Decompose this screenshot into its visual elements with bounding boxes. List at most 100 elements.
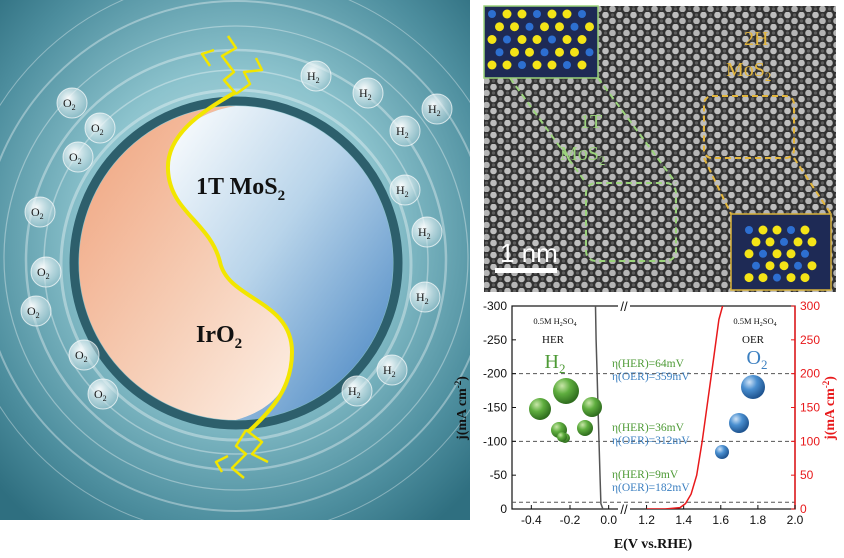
right-tick-label: 150 (800, 401, 820, 415)
her-overpotential-label: η(HER)=64mV (612, 358, 685, 370)
oer-overpotential-label: η(OER)=359mV (612, 371, 690, 383)
s-atom (779, 261, 789, 271)
s-atom (758, 273, 768, 283)
axis-break-mask (618, 301, 630, 311)
mo-atom (773, 273, 781, 282)
h2-bubble: H2 (421, 93, 453, 125)
her-overpotential-label: η(HER)=9mV (612, 469, 679, 481)
left-tick-label: 0 (500, 502, 507, 516)
mo-atom (787, 226, 795, 234)
s-atom (793, 237, 803, 247)
o2-bubble: O2 (56, 87, 88, 119)
h2-gas-ball (582, 397, 602, 417)
mo-atom (801, 249, 809, 258)
right-tick-label: 250 (800, 333, 820, 347)
x-tick-label: 1.4 (675, 513, 692, 527)
h2-bubble: H2 (409, 281, 441, 313)
h2-gas-ball (553, 378, 579, 404)
svg-text:O2: O2 (31, 205, 44, 221)
right-tick-label: 50 (800, 468, 814, 482)
o2-bubble: O2 (87, 378, 119, 410)
tem-panel: 2H MoS2 1T MoS2 1 nm (483, 5, 836, 292)
o2-gas-ball (729, 413, 749, 433)
label-1t-mos2-tem: 1T MoS2 (560, 111, 607, 168)
axis-break-marker: // (620, 299, 628, 314)
o2-bubble: O2 (68, 339, 100, 371)
h2-bubble: H2 (352, 77, 384, 109)
s-atom (532, 60, 542, 70)
inset-2h-structure (730, 213, 832, 291)
left-tick-label: -250 (483, 333, 507, 347)
s-atom (502, 9, 512, 19)
svg-text:O2: O2 (94, 387, 107, 403)
axis-break-mask (618, 504, 630, 514)
svg-text:H2: H2 (428, 102, 441, 118)
s-atom (807, 237, 817, 247)
s-atom (585, 22, 594, 32)
s-atom (510, 47, 519, 57)
h2-bubble: H2 (341, 375, 373, 407)
s-atom (807, 261, 817, 271)
mo-atom (759, 249, 767, 258)
h2-bubble: H2 (389, 115, 421, 147)
svg-text:O2: O2 (37, 265, 50, 281)
svg-text:H2: H2 (348, 384, 361, 400)
s-atom (562, 9, 572, 19)
s-atom (525, 47, 534, 57)
svg-text:H2: H2 (396, 183, 409, 199)
label-2h-mos2: 2H MoS2 (726, 28, 773, 84)
mo-atom (745, 226, 753, 234)
mo-atom (540, 48, 549, 57)
s-atom (744, 249, 754, 259)
left-tick-label: -300 (483, 299, 507, 313)
right-tick-label: 200 (800, 367, 820, 381)
s-atom (487, 35, 497, 44)
h2-gas-ball (529, 398, 551, 420)
o2-bubble: O2 (84, 112, 116, 144)
scale-bar (495, 268, 557, 273)
axis-break-marker: // (620, 502, 628, 517)
svg-text:H2: H2 (359, 86, 372, 102)
plot-area (511, 305, 796, 510)
s-atom (772, 225, 782, 235)
s-atom (570, 47, 579, 57)
svg-text:H2: H2 (383, 363, 396, 379)
left-tick-label: -150 (483, 401, 507, 415)
o2-bubble: O2 (24, 196, 56, 228)
oer-title: OER (742, 334, 765, 346)
s-atom (517, 35, 527, 44)
left-axis-label: j(mA cm-2) (453, 376, 470, 441)
svg-text:H2: H2 (396, 124, 409, 140)
label-1t-mos2: 1T MoS2 (196, 174, 285, 204)
mo-atom (563, 61, 571, 69)
x-tick-label: 1.2 (638, 513, 655, 527)
oer-overpotential-label: η(OER)=312mV (612, 435, 690, 447)
svg-text:H2: H2 (418, 225, 431, 241)
s-atom (577, 35, 587, 44)
s-atom (547, 9, 557, 19)
svg-text:O2: O2 (91, 121, 104, 137)
oer-electrolyte-label: 0.5M H2SO4 (733, 316, 776, 328)
region-markers (509, 77, 832, 262)
mo-atom (503, 35, 511, 44)
label-iro2: IrO2 (196, 322, 242, 352)
mo-atom (525, 22, 534, 31)
s-atom (562, 35, 572, 44)
s-atom (744, 273, 754, 283)
s-atom (487, 60, 497, 70)
s-atom (758, 225, 768, 235)
o2-gas-ball (715, 445, 729, 459)
h2-gas-ball (577, 420, 593, 436)
s-atom (800, 225, 810, 235)
o2-bubble: O2 (30, 256, 62, 288)
o2-bubble: O2 (62, 141, 94, 173)
dark-ring (69, 96, 403, 430)
s-atom (786, 273, 796, 283)
s-atom (547, 60, 557, 70)
left-tick-label: -50 (490, 468, 508, 482)
right-tick-label: 0 (800, 502, 807, 516)
s-atom (495, 22, 504, 32)
mo-atom (752, 261, 760, 270)
mo-atom (518, 61, 526, 69)
svg-text:O2: O2 (75, 348, 88, 364)
